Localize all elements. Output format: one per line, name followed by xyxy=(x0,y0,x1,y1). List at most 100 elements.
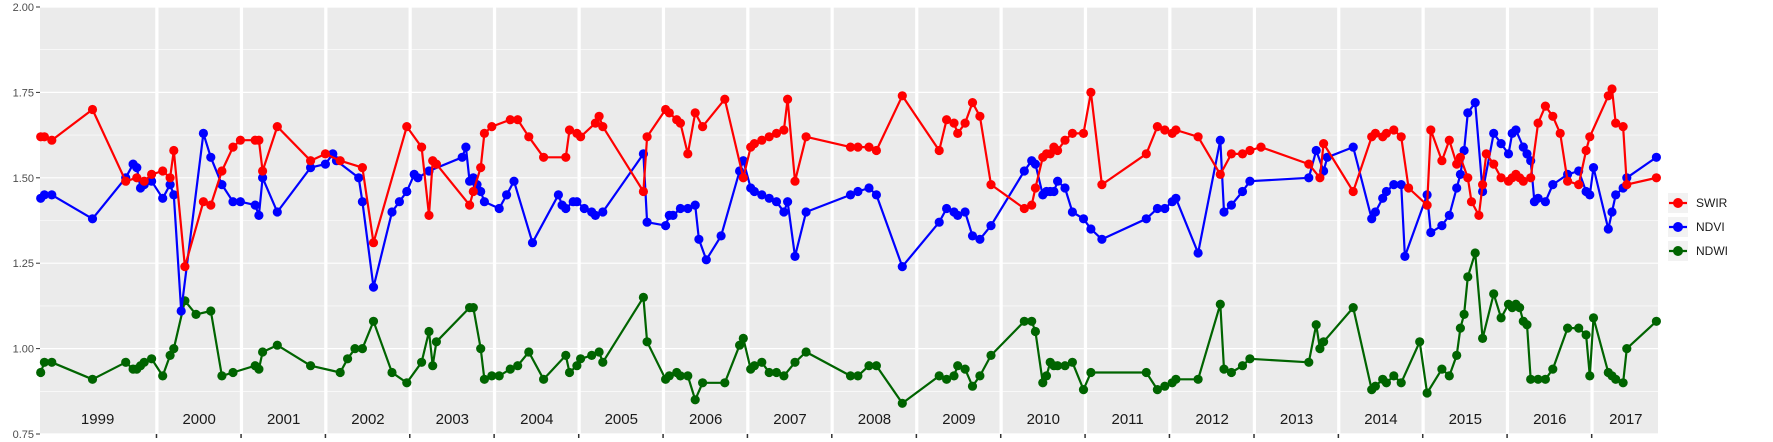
data-point-ndvi-154 xyxy=(1603,224,1613,234)
data-point-ndwi-106 xyxy=(1245,354,1255,364)
data-point-swir-48 xyxy=(642,132,652,142)
data-point-ndwi-84 xyxy=(1019,316,1029,326)
data-point-swir-40 xyxy=(561,152,571,162)
data-point-ndwi-37 xyxy=(479,374,489,384)
data-point-swir-145 xyxy=(1618,122,1628,132)
data-point-ndwi-72 xyxy=(853,371,863,381)
data-point-ndvi-101 xyxy=(1078,214,1089,224)
data-point-ndwi-41 xyxy=(513,361,523,371)
data-point-swir-90 xyxy=(1078,128,1089,138)
data-point-swir-50 xyxy=(664,108,674,118)
data-point-ndvi-137 xyxy=(1489,128,1499,138)
data-point-ndvi-104 xyxy=(1141,214,1151,224)
data-point-ndvi-148 xyxy=(1548,180,1558,190)
data-point-ndwi-129 xyxy=(1496,313,1506,323)
data-point-ndwi-94 xyxy=(1078,385,1089,395)
data-point-ndvi-52 xyxy=(579,203,589,214)
data-point-swir-135 xyxy=(1540,101,1550,111)
data-point-ndvi-60 xyxy=(668,210,678,220)
y-tick-label-3: 1.50 xyxy=(13,173,34,185)
data-point-swir-73 xyxy=(942,115,952,125)
data-point-ndwi-59 xyxy=(698,378,708,388)
data-point-swir-105 xyxy=(1315,173,1325,183)
data-point-swir-120 xyxy=(1455,152,1465,162)
data-point-ndwi-135 xyxy=(1522,320,1532,330)
data-point-swir-15 xyxy=(228,142,238,152)
data-point-swir-142 xyxy=(1603,91,1613,101)
data-point-ndwi-122 xyxy=(1452,350,1462,360)
data-point-ndwi-87 xyxy=(1038,378,1048,388)
data-point-ndvi-111 xyxy=(1219,207,1229,217)
data-point-ndvi-91 xyxy=(1019,166,1029,176)
data-point-swir-97 xyxy=(1171,125,1181,135)
data-point-ndvi-153 xyxy=(1588,163,1599,173)
data-point-swir-85 xyxy=(1045,149,1055,159)
data-point-swir-134 xyxy=(1533,118,1543,128)
year-label-2007: 2007 xyxy=(773,411,806,428)
data-point-ndwi-12 xyxy=(169,344,179,354)
data-point-ndwi-108 xyxy=(1311,320,1321,330)
data-point-ndvi-22 xyxy=(272,207,282,217)
data-point-ndwi-142 xyxy=(1581,330,1591,340)
data-point-swir-32 xyxy=(468,186,478,197)
data-point-swir-109 xyxy=(1370,128,1380,138)
data-point-ndwi-31 xyxy=(424,326,434,337)
data-point-swir-77 xyxy=(967,98,978,108)
data-point-ndwi-96 xyxy=(1141,367,1151,378)
data-point-swir-61 xyxy=(764,132,774,142)
data-point-ndvi-129 xyxy=(1437,221,1447,231)
data-point-swir-87 xyxy=(1053,145,1063,156)
data-point-swir-81 xyxy=(1027,200,1037,210)
data-point-swir-137 xyxy=(1555,128,1565,138)
data-point-swir-126 xyxy=(1489,159,1499,169)
data-point-ndvi-10 xyxy=(158,193,168,203)
data-point-swir-93 xyxy=(1141,149,1151,159)
data-point-ndwi-128 xyxy=(1489,289,1499,299)
data-point-swir-124 xyxy=(1478,180,1488,190)
year-label-2015: 2015 xyxy=(1449,411,1482,428)
data-point-ndwi-113 xyxy=(1370,381,1380,391)
data-point-swir-52 xyxy=(675,118,686,128)
data-point-swir-65 xyxy=(790,176,800,186)
data-point-ndvi-47 xyxy=(553,190,564,200)
data-point-ndvi-27 xyxy=(354,173,364,183)
data-point-ndvi-46 xyxy=(527,238,538,248)
legend: SWIR NDVI NDWI xyxy=(1668,193,1728,261)
data-point-swir-38 xyxy=(524,132,534,142)
data-point-ndwi-10 xyxy=(158,371,168,381)
data-point-swir-5 xyxy=(132,173,142,183)
data-point-swir-71 xyxy=(897,91,907,101)
year-label-2013: 2013 xyxy=(1280,411,1313,428)
data-point-ndvi-98 xyxy=(1053,176,1063,186)
data-point-ndwi-32 xyxy=(428,361,438,371)
data-point-ndwi-70 xyxy=(801,347,811,357)
data-point-ndvi-28 xyxy=(357,197,367,207)
data-point-ndvi-19 xyxy=(250,200,260,210)
data-point-swir-104 xyxy=(1304,159,1314,169)
data-point-ndvi-106 xyxy=(1160,203,1170,214)
data-point-ndvi-30 xyxy=(387,207,397,217)
data-point-swir-89 xyxy=(1067,128,1077,138)
data-point-ndvi-21 xyxy=(258,173,268,183)
data-point-ndwi-30 xyxy=(417,357,427,367)
data-point-ndvi-116 xyxy=(1311,145,1321,156)
data-point-swir-19 xyxy=(258,166,268,176)
data-point-swir-113 xyxy=(1396,132,1406,142)
data-point-ndwi-111 xyxy=(1348,303,1358,313)
data-point-ndwi-105 xyxy=(1237,361,1248,371)
data-point-swir-117 xyxy=(1437,156,1447,166)
data-point-ndwi-52 xyxy=(642,337,652,347)
legend-key-point-swir xyxy=(1673,198,1683,208)
data-point-ndvi-37 xyxy=(461,142,471,152)
data-point-ndvi-11 xyxy=(165,180,175,190)
data-point-ndvi-75 xyxy=(783,197,793,207)
data-point-ndwi-27 xyxy=(368,316,379,326)
data-point-ndvi-121 xyxy=(1370,207,1380,217)
data-point-ndwi-126 xyxy=(1470,248,1480,258)
data-point-swir-60 xyxy=(757,135,767,145)
data-point-ndwi-43 xyxy=(539,374,549,384)
data-point-ndvi-16 xyxy=(217,180,227,190)
series-layer xyxy=(36,84,1661,408)
data-point-swir-72 xyxy=(934,145,944,156)
data-point-ndvi-138 xyxy=(1496,139,1506,149)
